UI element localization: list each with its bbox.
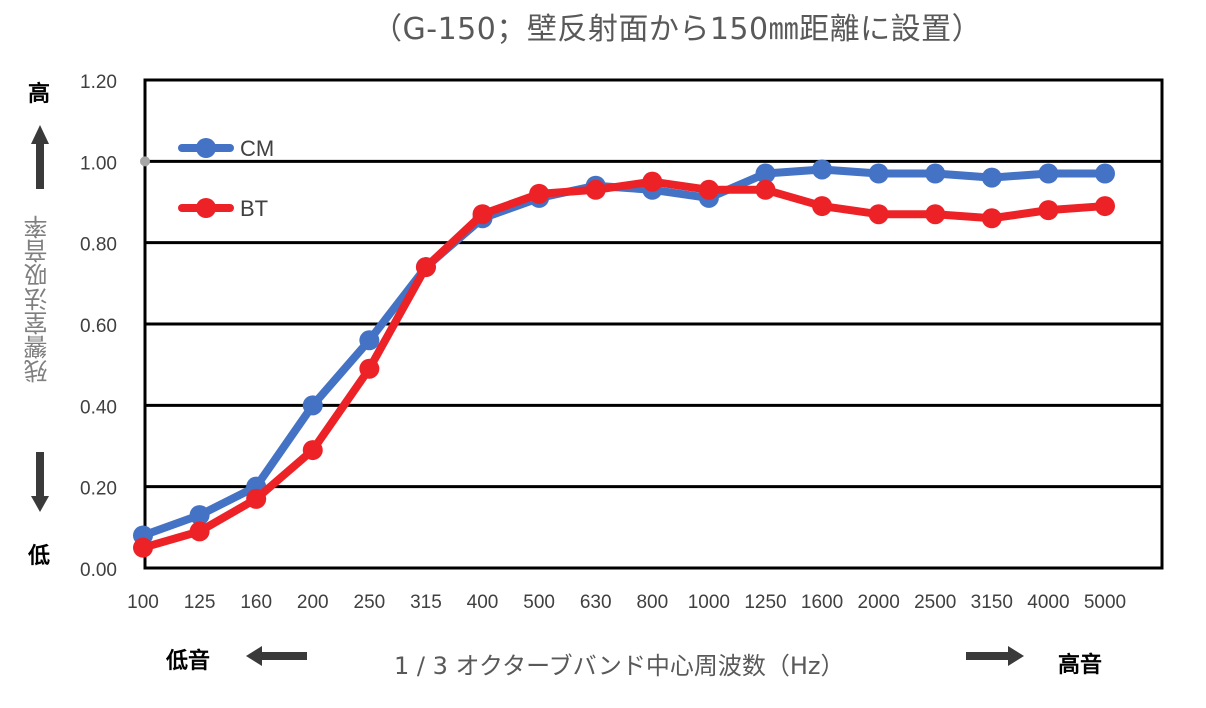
y-high-label: 高 bbox=[28, 82, 51, 107]
data-point-BT bbox=[868, 204, 889, 225]
x-tick-label: 4000 bbox=[1027, 592, 1069, 613]
x-tick-label: 1000 bbox=[688, 592, 730, 613]
x-tick-label: 125 bbox=[184, 592, 216, 613]
x-tick-label: 2000 bbox=[858, 592, 900, 613]
x-tick-label: 2500 bbox=[914, 592, 956, 613]
x-tick-label: 1600 bbox=[801, 592, 843, 613]
data-point-CM bbox=[359, 330, 380, 351]
series-group bbox=[133, 159, 1115, 558]
right-arrow-icon bbox=[966, 646, 1024, 666]
data-point-BT bbox=[529, 183, 550, 204]
data-point-BT bbox=[1095, 196, 1115, 217]
data-point-BT bbox=[1038, 200, 1059, 221]
legend: CM BT bbox=[178, 136, 274, 221]
data-point-BT bbox=[981, 208, 1002, 229]
data-point-BT bbox=[359, 358, 380, 379]
data-point-CM bbox=[981, 167, 1002, 188]
y-tick-label: 0.60 bbox=[80, 316, 117, 337]
data-point-CM bbox=[812, 159, 833, 180]
data-point-BT bbox=[698, 179, 719, 200]
legend-label-BT: BT bbox=[240, 196, 268, 221]
x-tick-label: 500 bbox=[523, 592, 555, 613]
x-tick-label: 800 bbox=[636, 592, 668, 613]
data-point-CM bbox=[755, 163, 776, 184]
y-tick-label: 0.20 bbox=[80, 479, 117, 500]
data-point-BT bbox=[585, 179, 606, 200]
data-point-BT bbox=[133, 537, 153, 558]
y-tick-label: 0.00 bbox=[80, 560, 117, 581]
data-point-CM bbox=[868, 163, 889, 184]
series-BT bbox=[133, 171, 1115, 558]
down-arrow-icon bbox=[31, 452, 49, 512]
data-point-BT bbox=[415, 257, 436, 278]
data-point-BT bbox=[302, 440, 323, 461]
data-point-BT bbox=[755, 179, 776, 200]
y-tick-label: 0.80 bbox=[80, 235, 117, 256]
data-point-BT bbox=[925, 204, 946, 225]
data-point-CM bbox=[189, 505, 210, 526]
gridlines bbox=[140, 78, 1164, 570]
x-tick-label: 315 bbox=[410, 592, 442, 613]
data-point-CM bbox=[302, 395, 323, 416]
chart-title: （G-150；壁反射面から150㎜距離に設置） bbox=[372, 12, 983, 47]
y-tick-labels: 0.00 0.20 0.40 0.60 0.80 1.00 1.20 bbox=[80, 72, 117, 581]
series-line-CM bbox=[139, 165, 1109, 540]
data-point-CM bbox=[1038, 163, 1059, 184]
x-axis-label: 1 / 3 オクターブバンド中心周波数（Hz） bbox=[394, 652, 845, 680]
legend-marker-BT bbox=[196, 198, 216, 218]
x-tick-label: 160 bbox=[240, 592, 272, 613]
data-point-CM bbox=[925, 163, 946, 184]
up-arrow-icon bbox=[31, 125, 49, 189]
x-tick-labels: 100 125 160 200 250 315 400 500 630 800 1000 1250 16… bbox=[127, 592, 1126, 613]
x-tick-label: 400 bbox=[467, 592, 499, 613]
data-point-BT bbox=[246, 488, 267, 509]
plot-frame bbox=[143, 78, 1164, 570]
data-point-CM bbox=[1095, 163, 1115, 184]
data-point-BT bbox=[812, 196, 833, 217]
series-line-BT bbox=[139, 177, 1109, 552]
data-point-BT bbox=[642, 171, 663, 192]
data-point-BT bbox=[189, 521, 210, 542]
legend-label-CM: CM bbox=[240, 136, 274, 161]
data-point-BT bbox=[472, 204, 493, 225]
x-tick-label: 3150 bbox=[971, 592, 1013, 613]
y-tick-label: 0.40 bbox=[80, 397, 117, 418]
x-low-label: 低音 bbox=[166, 649, 211, 674]
left-arrow-icon bbox=[246, 646, 307, 666]
legend-marker-CM bbox=[196, 138, 216, 158]
x-tick-label: 630 bbox=[580, 592, 612, 613]
x-tick-label: 100 bbox=[127, 592, 159, 613]
axis-marker-dot bbox=[140, 156, 150, 167]
x-tick-label: 200 bbox=[297, 592, 329, 613]
x-tick-label: 1250 bbox=[744, 592, 786, 613]
x-tick-label: 250 bbox=[354, 592, 386, 613]
y-tick-label: 1.20 bbox=[80, 72, 117, 93]
y-tick-label: 1.00 bbox=[80, 153, 117, 174]
y-low-label: 低 bbox=[28, 544, 51, 569]
x-tick-label: 5000 bbox=[1084, 592, 1126, 613]
x-high-label: 高音 bbox=[1058, 653, 1103, 678]
